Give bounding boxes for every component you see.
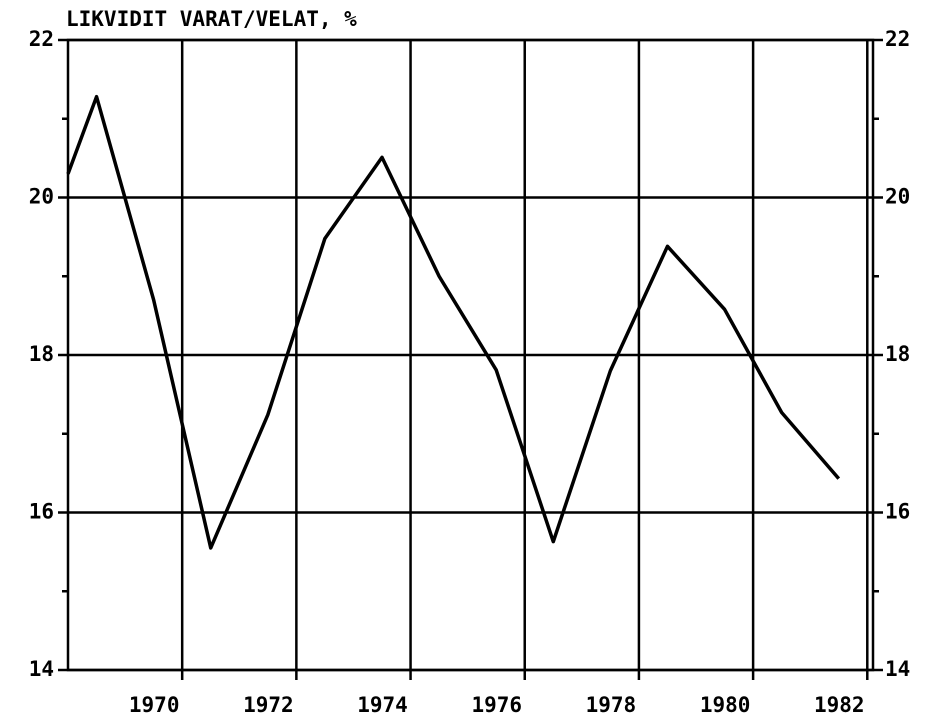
- y-tick-label: 16: [29, 500, 54, 524]
- x-tick-label: 1980: [700, 693, 751, 717]
- y2-tick-label: 20: [885, 185, 910, 209]
- chart-title: LIKVIDIT VARAT/VELAT, %: [66, 7, 357, 31]
- y2-tick-label: 18: [885, 342, 910, 366]
- y2-tick-label: 14: [885, 657, 910, 681]
- x-tick-label: 1976: [471, 693, 522, 717]
- x-tick-label: 1972: [243, 693, 294, 717]
- x-tick-label: 1982: [814, 693, 865, 717]
- y-tick-label: 20: [29, 185, 54, 209]
- x-tick-label: 1978: [586, 693, 637, 717]
- y2-tick-label: 16: [885, 500, 910, 524]
- y-tick-label: 14: [29, 657, 54, 681]
- y-tick-label: 18: [29, 342, 54, 366]
- x-tick-label: 1974: [357, 693, 408, 717]
- line-series: [66, 94, 841, 550]
- y-tick-label: 22: [29, 27, 54, 51]
- x-tick-label: 1970: [129, 693, 180, 717]
- y2-tick-label: 22: [885, 27, 910, 51]
